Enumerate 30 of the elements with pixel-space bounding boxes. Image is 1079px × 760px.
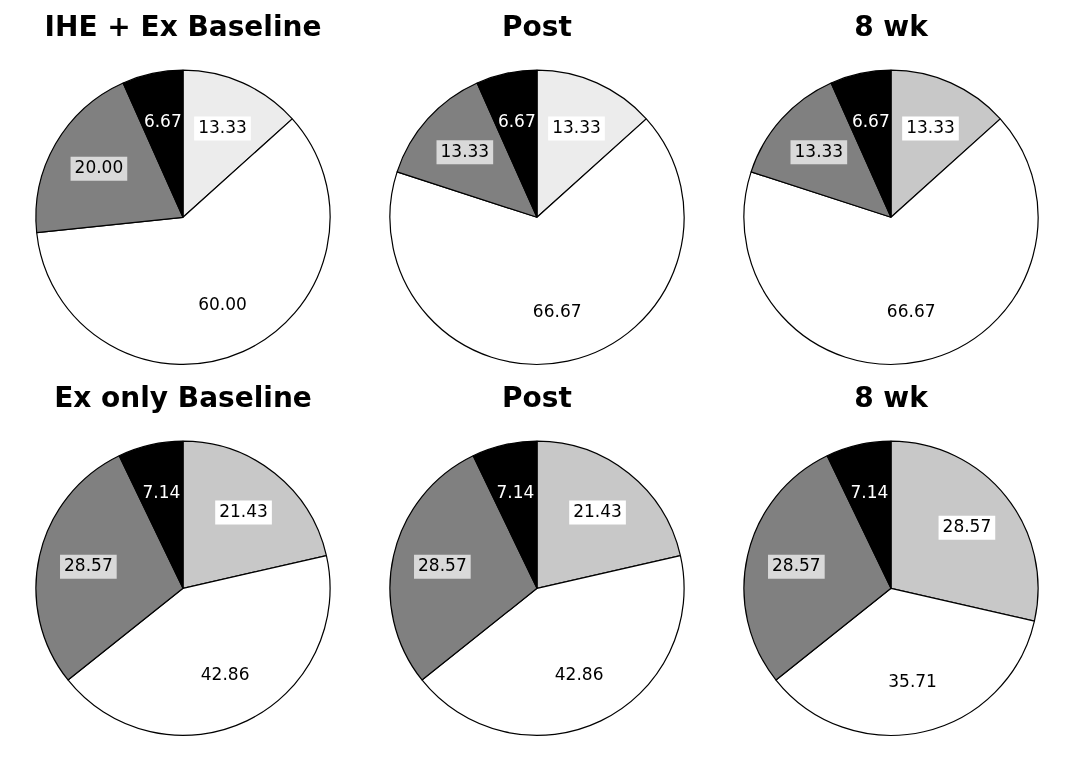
data-label: 7.14 (850, 482, 889, 503)
data-label: 7.14 (142, 482, 181, 503)
data-label: 13.33 (794, 140, 844, 161)
chart-title: Post (502, 10, 572, 44)
data-label: 6.67 (143, 110, 182, 131)
data-label: 13.33 (906, 117, 955, 138)
data-label: 66.67 (886, 300, 936, 321)
data-label: 66.67 (532, 300, 582, 321)
data-label: 42.86 (554, 664, 604, 685)
data-label: 21.43 (219, 500, 268, 521)
data-label: 28.57 (772, 555, 821, 576)
chart-title: IHE + Ex Baseline (44, 10, 322, 44)
data-label: 60.00 (198, 294, 247, 315)
data-label: 42.86 (200, 664, 250, 685)
data-label: 35.71 (888, 671, 937, 692)
chart-title: 8 wk (854, 381, 930, 415)
data-label: 28.57 (418, 555, 467, 576)
data-label: 13.33 (440, 140, 490, 161)
data-label: 7.14 (496, 482, 535, 503)
data-label: 28.57 (64, 555, 113, 576)
data-label: 13.33 (198, 117, 247, 138)
chart-title: Post (502, 381, 572, 415)
data-label: 20.00 (74, 157, 124, 178)
data-label: 6.67 (497, 110, 536, 131)
data-label: 28.57 (942, 516, 992, 537)
chart-title: 8 wk (854, 10, 930, 44)
chart-title: Ex only Baseline (54, 381, 312, 415)
data-label: 6.67 (851, 110, 890, 131)
data-label: 21.43 (573, 500, 622, 521)
data-label: 13.33 (552, 117, 601, 138)
